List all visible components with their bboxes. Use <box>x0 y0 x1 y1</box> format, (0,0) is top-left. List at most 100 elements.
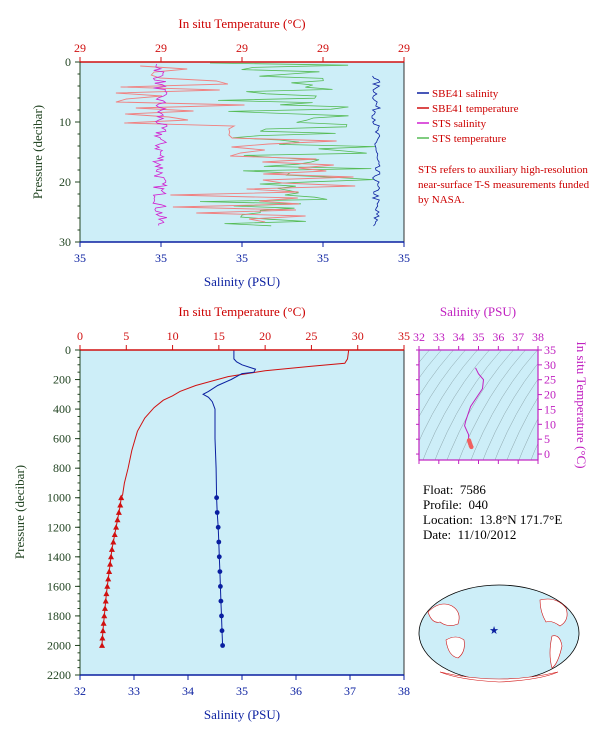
sts-salinity-trace <box>151 63 168 226</box>
float-info: Float: 7586 Profile: 040 Location: 13.8°… <box>423 482 562 542</box>
temperature-point <box>104 583 111 589</box>
ts-top-tick-label: 34 <box>453 330 465 344</box>
full-depth-ytick-label: 1400 <box>47 550 71 564</box>
near-surface-ytick-label: 20 <box>59 175 71 189</box>
temperature-point <box>115 509 122 515</box>
full-depth-series <box>99 350 349 648</box>
near-surface-top-tick-label: 29 <box>317 41 329 55</box>
legend-label: STS temperature <box>432 133 506 145</box>
ts-top-xlabel: Salinity (PSU) <box>440 304 516 319</box>
temperature-point <box>108 553 115 560</box>
salinity-point <box>214 495 220 501</box>
near-surface-ytick-label: 10 <box>59 115 71 129</box>
full-depth-bottom-tick-label: 37 <box>344 684 356 698</box>
temperature-point <box>111 531 118 538</box>
ts-top-tick-label: 37 <box>512 330 524 344</box>
full-depth-ytick-label: 0 <box>65 343 71 357</box>
full-depth-bottom-tick-label: 38 <box>398 684 410 698</box>
ts-density-contour <box>422 350 490 460</box>
temperature-point <box>110 538 117 545</box>
full-depth-top-tick-label: 10 <box>167 329 179 343</box>
legend-label: STS salinity <box>432 118 487 130</box>
location-label: Location: <box>423 512 473 527</box>
near-surface-bottom-tick-label: 35 <box>398 251 410 265</box>
ts-right-tick-label: 30 <box>544 358 556 372</box>
ts-density-contours <box>419 350 538 460</box>
ts-right-tick-label: 15 <box>544 402 556 416</box>
full-depth-bottom-tick-label: 35 <box>236 684 248 698</box>
full-depth-ytick-label: 800 <box>53 461 71 475</box>
salinity-point <box>217 569 223 574</box>
ts-point <box>469 444 474 450</box>
near-surface-bottom-xlabel: Salinity (PSU) <box>204 274 280 289</box>
map-land-north-america <box>539 598 568 627</box>
temperature-point <box>113 524 120 530</box>
ts-right-ylabel: In situ Temperature (°C) <box>574 341 589 468</box>
full-depth-ticks: 0200400600800100012001400160018002000220… <box>47 329 410 698</box>
near-surface-panel: 0 10 20 30 29 29 29 29 29 35 35 35 35 35 In situ Temp… <box>30 16 519 289</box>
map-land-australia <box>445 636 465 659</box>
full-depth-bottom-tick-label: 36 <box>290 684 302 698</box>
salinity-point <box>218 598 224 604</box>
near-surface-traces <box>115 62 382 227</box>
full-depth-ytick-label: 1800 <box>47 609 71 623</box>
salinity-profile-line <box>202 350 257 646</box>
profile-label: Profile: <box>423 497 462 512</box>
temperature-point <box>114 516 121 523</box>
near-surface-top-tick-label: 29 <box>155 41 167 55</box>
full-depth-top-tick-label: 30 <box>352 329 364 343</box>
sts-temperature-trace <box>199 62 376 227</box>
temperature-point <box>99 627 106 634</box>
full-depth-bottom-xlabel: Salinity (PSU) <box>204 707 280 722</box>
ts-right-tick-label: 20 <box>544 388 556 402</box>
salinity-point <box>218 584 223 589</box>
salinity-point <box>215 524 221 530</box>
temperature-point <box>99 642 106 648</box>
ts-density-contour <box>530 442 538 460</box>
full-depth-ytick-label: 2000 <box>47 638 71 652</box>
salinity-point <box>219 628 225 634</box>
near-surface-top-tick-label: 29 <box>74 41 86 55</box>
full-depth-plot-area <box>80 350 404 675</box>
ts-density-contour <box>506 397 538 460</box>
full-depth-bottom-tick-label: 33 <box>128 684 140 698</box>
ts-density-contour <box>419 350 454 397</box>
temperature-point <box>106 568 113 574</box>
near-surface-bottom-tick-label: 35 <box>74 251 86 265</box>
date-value: 11/10/2012 <box>457 527 517 542</box>
ts-density-contour <box>419 350 442 379</box>
near-surface-ylabel: Pressure (decibar) <box>30 105 45 199</box>
ts-right-tick-label: 5 <box>544 432 550 446</box>
full-depth-ytick-label: 2200 <box>47 668 71 682</box>
near-surface-ytick-label: 0 <box>65 55 71 69</box>
full-depth-ytick-label: 200 <box>53 373 71 387</box>
date-label: Date: <box>423 527 452 542</box>
salinity-point <box>219 613 224 619</box>
temperature-point <box>118 494 125 501</box>
near-surface-top-tick-label: 29 <box>236 41 248 55</box>
temperature-point <box>100 620 107 626</box>
temperature-point <box>99 634 106 641</box>
full-depth-ylabel: Pressure (decibar) <box>12 465 27 559</box>
full-depth-ytick-label: 400 <box>53 402 71 416</box>
full-depth-top-tick-label: 15 <box>213 329 225 343</box>
ts-top-tick-label: 35 <box>473 330 485 344</box>
ts-top-tick-label: 36 <box>492 330 504 344</box>
salinity-point <box>214 510 220 515</box>
near-surface-bottom-tick-label: 35 <box>236 251 248 265</box>
ts-density-contour <box>434 350 502 460</box>
ts-top-tick-label: 32 <box>413 330 425 344</box>
ts-density-contour <box>494 378 538 460</box>
location-value: 13.8°N 171.7°E <box>479 512 563 527</box>
temperature-point <box>101 605 108 611</box>
ts-right-tick-label: 35 <box>544 343 556 357</box>
full-depth-ytick-label: 600 <box>53 432 71 446</box>
temperature-point <box>103 590 110 597</box>
full-depth-bottom-tick-label: 32 <box>74 684 86 698</box>
full-depth-bottom-tick-label: 34 <box>182 684 194 698</box>
temperature-point <box>105 575 112 582</box>
near-surface-legend: SBE41 salinity SBE41 temperature STS salin… <box>417 88 519 145</box>
